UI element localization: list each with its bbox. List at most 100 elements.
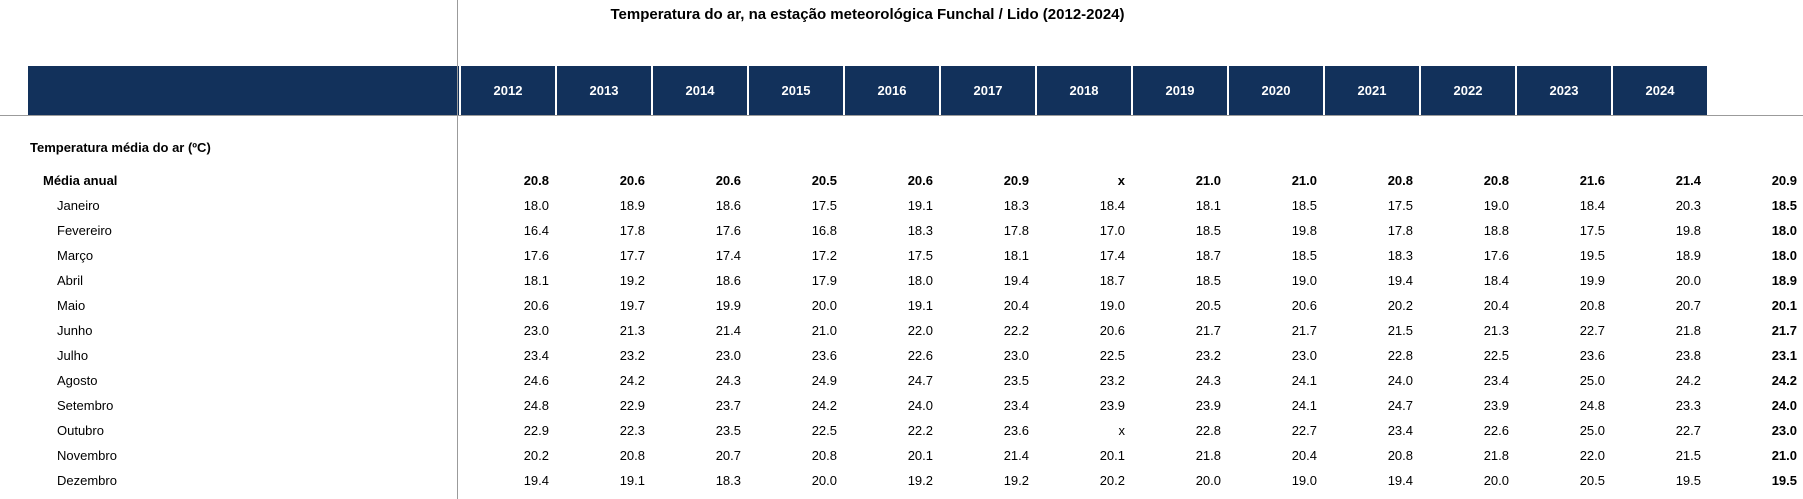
cell-outubro-2023: 25.0	[1579, 423, 1605, 438]
cell-marco-2016: 17.5	[907, 248, 933, 263]
year-header-2021: 2021	[1323, 66, 1419, 115]
cell-dezembro-2018: 20.2	[1099, 473, 1125, 488]
cell-junho-2015: 21.0	[811, 323, 837, 338]
row-label-marco: Março	[57, 248, 94, 263]
cell-dezembro-2017: 19.2	[1003, 473, 1029, 488]
cell-marco-period-avg: 18.0	[1771, 248, 1797, 263]
cell-marco-2013: 17.7	[619, 248, 645, 263]
cell-janeiro-2017: 18.3	[1003, 198, 1029, 213]
cell-julho-2021: 22.8	[1387, 348, 1413, 363]
cell-abril-2016: 18.0	[907, 273, 933, 288]
cell-janeiro-2018: 18.4	[1099, 198, 1125, 213]
cell-abril-2023: 19.9	[1579, 273, 1605, 288]
cell-junho-2020: 21.7	[1291, 323, 1317, 338]
cell-outubro-2014: 23.5	[715, 423, 741, 438]
cell-outubro-2016: 22.2	[907, 423, 933, 438]
cell-abril-2019: 18.5	[1195, 273, 1221, 288]
cell-maio-period-avg: 20.1	[1771, 298, 1797, 313]
cell-novembro-2024: 21.5	[1675, 448, 1701, 463]
cell-fevereiro-2015: 16.8	[811, 223, 837, 238]
cell-maio-2019: 20.5	[1195, 298, 1221, 313]
cell-marco-2017: 18.1	[1003, 248, 1029, 263]
cell-janeiro-2023: 18.4	[1579, 198, 1605, 213]
table-body: Temperatura média do ar (ºC) Média anual…	[0, 115, 1803, 493]
cell-maio-2024: 20.7	[1675, 298, 1701, 313]
cell-dezembro-2019: 20.0	[1195, 473, 1221, 488]
cell-fevereiro-2017: 17.8	[1003, 223, 1029, 238]
cell-agosto-2023: 25.0	[1579, 373, 1605, 388]
year-header-2014: 2014	[651, 66, 747, 115]
cell-agosto-2022: 23.4	[1483, 373, 1509, 388]
cell-julho-2020: 23.0	[1291, 348, 1317, 363]
table-row-abril: Abril 18.1 19.2 18.6 17.9 18.0 19.4 18.7 18.5 19.…	[0, 268, 1803, 293]
cell-junho-2021: 21.5	[1387, 323, 1413, 338]
cell-marco-2019: 18.7	[1195, 248, 1221, 263]
cell-media-anual-2019: 21.0	[1195, 173, 1221, 188]
cell-media-anual-2023: 21.6	[1579, 173, 1605, 188]
table-row-janeiro: Janeiro 18.0 18.9 18.6 17.5 19.1 18.3 18.4 18.1 1…	[0, 193, 1803, 218]
cell-agosto-2014: 24.3	[715, 373, 741, 388]
cell-agosto-period-avg: 24.2	[1771, 373, 1797, 388]
cell-maio-2022: 20.4	[1483, 298, 1509, 313]
year-header-2012: 2012	[459, 66, 555, 115]
cell-junho-2024: 21.8	[1675, 323, 1701, 338]
cell-outubro-2020: 22.7	[1291, 423, 1317, 438]
cell-maio-2023: 20.8	[1579, 298, 1605, 313]
cell-dezembro-2016: 19.2	[907, 473, 933, 488]
cell-outubro-2013: 22.3	[619, 423, 645, 438]
cell-fevereiro-2013: 17.8	[619, 223, 645, 238]
table-row-maio: Maio 20.6 19.7 19.9 20.0 19.1 20.4 19.0 20.5 20.6…	[0, 293, 1803, 318]
cell-media-anual-2017: 20.9	[1003, 173, 1029, 188]
cell-media-anual-period-avg: 20.9	[1771, 173, 1797, 188]
cell-novembro-2012: 20.2	[523, 448, 549, 463]
cell-outubro-2022: 22.6	[1483, 423, 1509, 438]
cell-setembro-2019: 23.9	[1195, 398, 1221, 413]
year-header-2015: 2015	[747, 66, 843, 115]
cell-marco-2020: 18.5	[1291, 248, 1317, 263]
table-row-agosto: Agosto 24.6 24.2 24.3 24.9 24.7 23.5 23.2 24.3 24…	[0, 368, 1803, 393]
table-row-setembro: Setembro 24.8 22.9 23.7 24.2 24.0 23.4 23.9 23.9…	[0, 393, 1803, 418]
cell-agosto-2017: 23.5	[1003, 373, 1029, 388]
row-label-maio: Maio	[57, 298, 86, 313]
cell-agosto-2021: 24.0	[1387, 373, 1413, 388]
cell-agosto-2016: 24.7	[907, 373, 933, 388]
cell-novembro-2014: 20.7	[715, 448, 741, 463]
table-row-dezembro: Dezembro 19.4 19.1 18.3 20.0 19.2 19.2 20.2 20.0…	[0, 468, 1803, 493]
year-header-2024: 2024	[1611, 66, 1707, 115]
cell-dezembro-2012: 19.4	[523, 473, 549, 488]
cell-dezembro-2014: 18.3	[715, 473, 741, 488]
cell-abril-2020: 19.0	[1291, 273, 1317, 288]
cell-julho-2017: 23.0	[1003, 348, 1029, 363]
cell-agosto-2018: 23.2	[1099, 373, 1125, 388]
cell-media-anual-2012: 20.8	[523, 173, 549, 188]
cell-dezembro-2020: 19.0	[1291, 473, 1317, 488]
cell-maio-2015: 20.0	[811, 298, 837, 313]
cell-maio-2016: 19.1	[907, 298, 933, 313]
cell-julho-2024: 23.8	[1675, 348, 1701, 363]
table-row-julho: Julho 23.4 23.2 23.0 23.6 22.6 23.0 22.5 23.2 23.…	[0, 343, 1803, 368]
cell-novembro-2016: 20.1	[907, 448, 933, 463]
cell-maio-2018: 19.0	[1099, 298, 1125, 313]
header-blank-cell	[28, 66, 459, 115]
cell-outubro-2021: 23.4	[1387, 423, 1413, 438]
cell-agosto-2012: 24.6	[523, 373, 549, 388]
cell-marco-2015: 17.2	[811, 248, 837, 263]
row-label-dezembro: Dezembro	[57, 473, 117, 488]
cell-abril-2021: 19.4	[1387, 273, 1413, 288]
year-header-cells: 2012 2013 2014 2015 2016 2017 2018 2019 2020 2021…	[459, 66, 1707, 115]
cell-outubro-2018: x	[1118, 423, 1126, 438]
cell-novembro-2019: 21.8	[1195, 448, 1221, 463]
cell-maio-2017: 20.4	[1003, 298, 1029, 313]
cell-dezembro-2015: 20.0	[811, 473, 837, 488]
row-label-abril: Abril	[57, 273, 84, 288]
row-label-janeiro: Janeiro	[57, 198, 100, 213]
section-header: Temperatura média do ar (ºC)	[0, 135, 1803, 160]
cell-abril-2024: 20.0	[1675, 273, 1701, 288]
cell-dezembro-2013: 19.1	[619, 473, 645, 488]
cell-janeiro-2024: 20.3	[1675, 198, 1701, 213]
cell-agosto-2019: 24.3	[1195, 373, 1221, 388]
cell-janeiro-2020: 18.5	[1291, 198, 1317, 213]
cell-julho-2013: 23.2	[619, 348, 645, 363]
cell-dezembro-period-avg: 19.5	[1771, 473, 1797, 488]
